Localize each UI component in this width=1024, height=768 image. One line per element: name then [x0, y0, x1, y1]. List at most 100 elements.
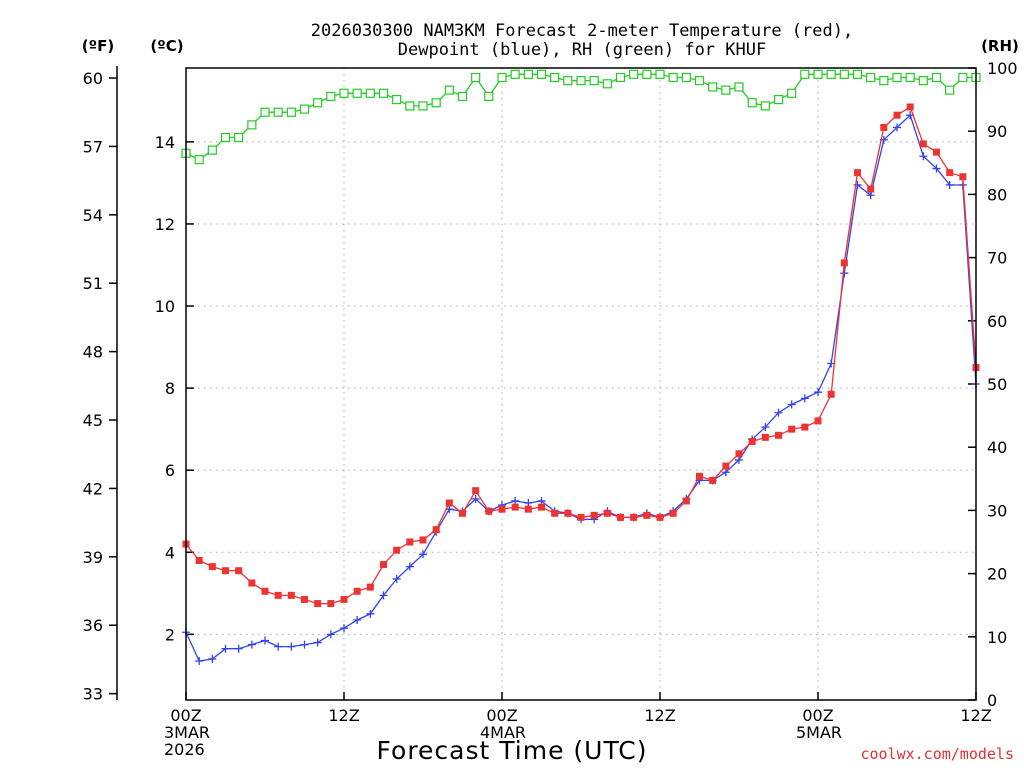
- chart-title-line-1: 2026030300 NAM3KM Forecast 2-meter Tempe…: [311, 21, 853, 41]
- fahrenheit-tick-label: 39: [83, 548, 103, 567]
- rh-point: [734, 82, 744, 92]
- rh-point: [431, 98, 441, 108]
- dewpoint-point: [208, 654, 217, 663]
- temperature-point: [696, 472, 703, 480]
- rh-point: [813, 69, 823, 79]
- temperature-point: [709, 476, 717, 484]
- rh-point: [642, 69, 652, 79]
- temperature-point: [419, 536, 427, 544]
- rh-tick-label: 0: [987, 691, 997, 710]
- temperature-point: [274, 591, 282, 599]
- rh-tick-label: 20: [987, 565, 1007, 584]
- temperature-point: [498, 505, 506, 513]
- temperature-point: [669, 509, 677, 517]
- rh-point: [405, 101, 415, 111]
- dewpoint-point: [919, 152, 928, 161]
- rh-point: [536, 69, 547, 79]
- rh-point: [510, 69, 520, 79]
- temperature-point: [761, 433, 769, 441]
- rh-point: [721, 85, 731, 95]
- temperature-point: [538, 503, 545, 511]
- rh-point: [800, 69, 810, 79]
- rh-point: [958, 72, 968, 83]
- time-tick-label: 00Z: [170, 706, 201, 725]
- rh-tick-label: 10: [987, 628, 1007, 647]
- rh-point: [326, 91, 336, 102]
- rh-axis-ticks: 0 10 20 30 40 50 60 70 80 90 100: [968, 59, 1018, 710]
- rh-tick-label: 30: [987, 501, 1007, 520]
- dewpoint-point: [366, 609, 375, 618]
- dewpoint-point: [379, 591, 388, 600]
- rh-point: [892, 72, 902, 83]
- time-tick-label: 4MAR: [480, 723, 526, 742]
- rh-point: [563, 76, 573, 86]
- temperature-point: [340, 595, 348, 603]
- celsius-tick-label: 4: [165, 543, 175, 562]
- rh-point: [207, 145, 217, 155]
- rh-point: [918, 76, 928, 86]
- temperature-point: [577, 513, 585, 521]
- dewpoint-point: [247, 640, 256, 649]
- temperature-point: [722, 462, 730, 470]
- dewpoint-point: [300, 640, 309, 649]
- dewpoint-point: [392, 574, 401, 583]
- fahrenheit-tick-label: 33: [83, 685, 103, 704]
- dewpoint-point: [221, 644, 230, 653]
- rh-point: [602, 79, 612, 89]
- dewpoint-point: [313, 638, 322, 647]
- rh-point: [220, 132, 231, 143]
- temperature-point: [893, 111, 901, 119]
- temperature-point: [248, 579, 256, 587]
- rh-point: [839, 69, 849, 79]
- rh-point: [194, 155, 204, 165]
- dewpoint-point: [932, 164, 941, 173]
- rh-point: [694, 76, 705, 86]
- time-tick-label: 5MAR: [796, 723, 842, 742]
- fahrenheit-tick-label: 48: [83, 343, 103, 362]
- fahrenheit-axis: 33 36 39 42 45 48 51 54 57 60: [83, 66, 118, 704]
- temperature-point: [406, 538, 414, 546]
- x-axis-title: Forecast Time (UTC): [377, 736, 648, 765]
- rh-point: [273, 107, 283, 117]
- rh-point: [787, 88, 797, 98]
- rh-point: [392, 94, 402, 105]
- rh-tick-label: 90: [987, 122, 1007, 141]
- rh-unit-label: (RH): [981, 37, 1019, 55]
- temperature-point: [919, 140, 927, 148]
- dewpoint-point: [945, 180, 954, 189]
- temperature-point: [551, 509, 559, 517]
- rh-point: [497, 72, 507, 83]
- rh-point: [418, 101, 428, 111]
- temperature-point: [366, 583, 374, 591]
- rh-tick-label: 40: [987, 438, 1007, 457]
- rh-point: [760, 101, 770, 111]
- temperature-point: [511, 503, 519, 511]
- dewpoint-point: [893, 123, 901, 132]
- temperature-point: [380, 561, 387, 569]
- temperature-point: [287, 591, 295, 599]
- source-credit: coolwx.com/models: [860, 745, 1014, 763]
- temperature-point: [814, 417, 822, 425]
- time-tick-label: 12Z: [960, 706, 991, 725]
- fahrenheit-tick-label: 45: [83, 411, 103, 430]
- rh-point: [852, 69, 863, 79]
- rh-point: [313, 98, 323, 108]
- rh-point: [576, 76, 586, 86]
- fahrenheit-tick-label: 51: [83, 274, 103, 293]
- celsius-tick-label: 6: [165, 461, 175, 480]
- temperature-point: [840, 259, 848, 267]
- rh-point: [747, 98, 757, 108]
- temperature-point: [524, 505, 532, 513]
- celsius-tick-label: 2: [165, 625, 175, 644]
- temperature-point: [643, 511, 651, 519]
- temperature-point: [827, 390, 835, 398]
- rh-point: [550, 72, 560, 83]
- rh-point: [629, 69, 639, 79]
- fahrenheit-tick-label: 36: [83, 616, 103, 635]
- plot-series: [181, 69, 981, 666]
- rh-point: [708, 82, 718, 92]
- temperature-point: [603, 509, 611, 517]
- temperature-point: [564, 509, 572, 517]
